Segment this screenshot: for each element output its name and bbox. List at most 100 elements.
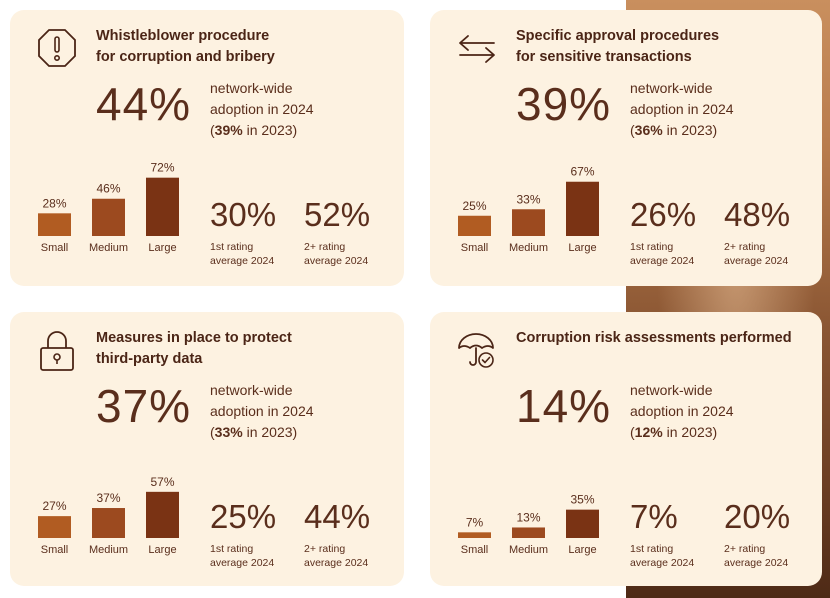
second-rating-label: 2+ rating average 2024 — [724, 240, 824, 268]
title-line-2: for sensitive transactions — [516, 49, 692, 65]
size-bar-chart: 25% Small 33% Medium 67% Large — [458, 165, 599, 254]
previous-year-pct: 12% — [634, 424, 663, 440]
size-bar-chart: 7% Small 13% Medium 35% Large — [458, 493, 599, 556]
risk-assessment-card: Corruption risk assessments performed 14… — [430, 312, 822, 586]
first-rating-label-1: 1st rating — [210, 241, 254, 253]
padlock-icon — [40, 331, 74, 371]
bar-value-label: 13% — [516, 510, 540, 524]
title-line-1: Specific approval procedures — [516, 28, 720, 44]
first-rating-pct: 26% — [630, 196, 697, 233]
bar-medium — [512, 527, 545, 538]
bar-small — [458, 215, 491, 236]
bar-value-label: 37% — [96, 491, 120, 505]
adoption-text: network-wide adoption in 2024 (36% in 20… — [630, 78, 810, 141]
bar-large — [146, 177, 179, 236]
category-label: Large — [148, 544, 176, 556]
adoption-line-1: network-wide — [630, 382, 713, 398]
first-rating-label-1: 1st rating — [630, 241, 674, 253]
approval-procedures-card: Specific approval procedures for sensiti… — [430, 10, 822, 286]
first-rating-label-2: average 2024 — [630, 557, 695, 569]
previous-year-pct: 36% — [634, 122, 663, 138]
card-title: Corruption risk assessments performed — [516, 328, 806, 349]
second-rating-pct: 52% — [304, 196, 371, 233]
adoption-line-2: adoption in 2024 — [210, 101, 314, 117]
bar-value-label: 57% — [150, 475, 174, 489]
previous-year-suffix: in 2023) — [242, 424, 298, 440]
adoption-text: network-wide adoption in 2024 (33% in 20… — [210, 380, 390, 443]
previous-year-suffix: in 2023) — [242, 122, 298, 138]
title-line-1: Whistleblower procedure — [96, 28, 270, 44]
second-rating-pct: 20% — [724, 498, 791, 535]
bar-value-label: 46% — [96, 182, 120, 196]
adoption-percentage: 44% — [96, 78, 192, 130]
card-title: Measures in place to protect third-party… — [96, 328, 386, 370]
previous-year-suffix: in 2023) — [662, 424, 718, 440]
second-rating-label-1: 2+ rating — [304, 543, 346, 555]
adoption-line-1: network-wide — [210, 80, 293, 96]
adoption-percentage: 37% — [96, 380, 192, 432]
card-title: Whistleblower procedure for corruption a… — [96, 26, 386, 68]
category-label: Small — [41, 242, 69, 254]
second-rating-label-2: average 2024 — [304, 255, 369, 267]
first-rating-label-2: average 2024 — [210, 557, 275, 569]
second-rating-label-2: average 2024 — [304, 557, 369, 569]
previous-year: (33% in 2023) — [210, 424, 298, 440]
adoption-line-2: adoption in 2024 — [630, 403, 734, 419]
category-label: Medium — [509, 242, 548, 254]
category-label: Small — [461, 544, 489, 556]
size-bar-chart: 27% Small 37% Medium 57% Large — [38, 475, 179, 556]
previous-year: (12% in 2023) — [630, 424, 718, 440]
category-label: Small — [41, 544, 69, 556]
bar-medium — [92, 508, 125, 538]
category-label: Medium — [89, 242, 128, 254]
previous-year: (36% in 2023) — [630, 122, 718, 138]
first-rating-label: 1st rating average 2024 — [630, 542, 730, 570]
adoption-line-1: network-wide — [210, 382, 293, 398]
exclamation-octagon-icon — [38, 29, 76, 67]
bar-value-label: 25% — [462, 199, 486, 213]
second-rating-pct: 44% — [304, 498, 371, 535]
previous-year: (39% in 2023) — [210, 122, 298, 138]
category-label: Small — [461, 242, 489, 254]
second-rating-label: 2+ rating average 2024 — [304, 240, 404, 268]
previous-year-pct: 33% — [214, 424, 243, 440]
bar-value-label: 7% — [466, 515, 484, 529]
adoption-text: network-wide adoption in 2024 (12% in 20… — [630, 380, 810, 443]
bar-value-label: 35% — [570, 493, 594, 507]
title-line-2: third-party data — [96, 351, 203, 367]
second-rating-label: 2+ rating average 2024 — [724, 542, 824, 570]
adoption-line-2: adoption in 2024 — [210, 403, 314, 419]
first-rating-label: 1st rating average 2024 — [210, 240, 310, 268]
first-rating-label-2: average 2024 — [210, 255, 275, 267]
second-rating-label: 2+ rating average 2024 — [304, 542, 404, 570]
previous-year-pct: 39% — [214, 122, 243, 138]
bar-large — [146, 491, 179, 538]
first-rating-pct: 30% — [210, 196, 277, 233]
first-rating-label-1: 1st rating — [210, 543, 254, 555]
second-rating-label-2: average 2024 — [724, 557, 789, 569]
bar-small — [458, 532, 491, 538]
bar-value-label: 28% — [42, 196, 66, 210]
swap-arrows-icon — [459, 35, 495, 63]
title-line-1: Corruption risk assessments performed — [516, 330, 792, 346]
adoption-line-2: adoption in 2024 — [630, 101, 734, 117]
adoption-percentage: 14% — [516, 380, 612, 432]
second-rating-label-1: 2+ rating — [724, 241, 766, 253]
bar-value-label: 67% — [570, 165, 594, 179]
previous-year-suffix: in 2023) — [662, 122, 718, 138]
bar-value-label: 27% — [42, 499, 66, 513]
bar-value-label: 33% — [516, 192, 540, 206]
umbrella-check-icon — [458, 333, 494, 368]
third-party-data-card: Measures in place to protect third-party… — [10, 312, 404, 586]
second-rating-label-2: average 2024 — [724, 255, 789, 267]
bar-large — [566, 181, 599, 236]
second-rating-label-1: 2+ rating — [304, 241, 346, 253]
adoption-text: network-wide adoption in 2024 (39% in 20… — [210, 78, 390, 141]
bar-small — [38, 516, 71, 538]
bar-value-label: 72% — [150, 161, 174, 175]
first-rating-pct: 7% — [630, 498, 678, 535]
category-label: Large — [568, 544, 596, 556]
first-rating-label: 1st rating average 2024 — [210, 542, 310, 570]
category-label: Medium — [89, 544, 128, 556]
first-rating-label-1: 1st rating — [630, 543, 674, 555]
